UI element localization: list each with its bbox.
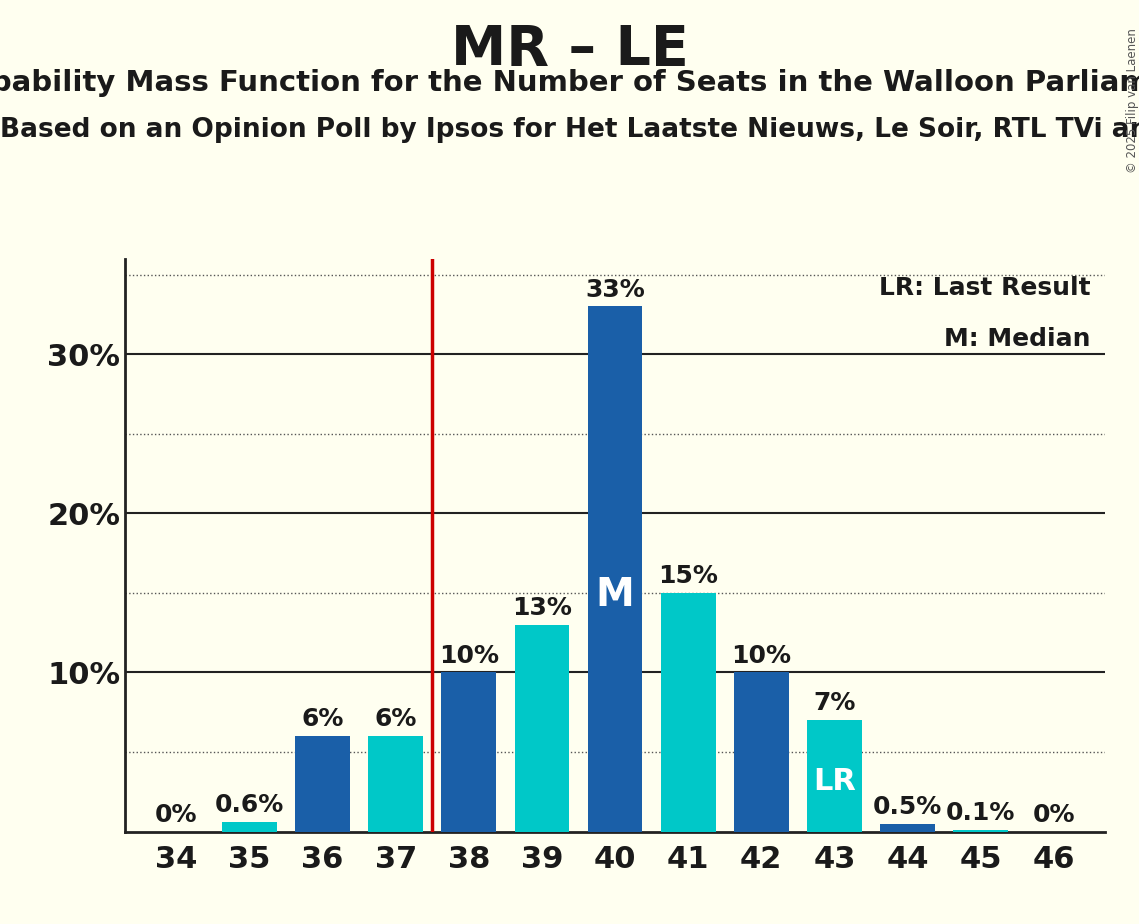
Text: 6%: 6%: [302, 708, 344, 732]
Bar: [222, 822, 277, 832]
Text: LR: Last Result: LR: Last Result: [878, 276, 1090, 300]
Text: © 2025 Filip van Laenen: © 2025 Filip van Laenen: [1126, 28, 1139, 173]
Bar: [442, 673, 497, 832]
Text: 10%: 10%: [439, 644, 499, 668]
Text: M: Median: M: Median: [943, 327, 1090, 351]
Text: 0%: 0%: [1032, 803, 1075, 827]
Bar: [734, 673, 788, 832]
Text: Based on an Opinion Poll by Ipsos for Het Laatste Nieuws, Le Soir, RTL TVi and V: Based on an Opinion Poll by Ipsos for He…: [0, 117, 1139, 143]
Text: 6%: 6%: [375, 708, 417, 732]
Bar: [880, 823, 935, 832]
Bar: [661, 593, 715, 832]
Text: 7%: 7%: [813, 691, 855, 715]
Text: 33%: 33%: [585, 278, 645, 302]
Bar: [588, 307, 642, 832]
Text: 10%: 10%: [731, 644, 792, 668]
Text: M: M: [596, 577, 634, 614]
Bar: [515, 625, 570, 832]
Text: MR – LE: MR – LE: [451, 23, 688, 77]
Text: 0.5%: 0.5%: [872, 795, 942, 819]
Text: 0.6%: 0.6%: [215, 794, 285, 817]
Bar: [806, 720, 862, 832]
Bar: [368, 736, 424, 832]
Text: 0.1%: 0.1%: [945, 801, 1015, 825]
Text: 13%: 13%: [513, 596, 572, 620]
Text: 0%: 0%: [155, 803, 198, 827]
Text: 15%: 15%: [658, 565, 718, 588]
Bar: [953, 830, 1008, 832]
Text: Probability Mass Function for the Number of Seats in the Walloon Parliament: Probability Mass Function for the Number…: [0, 69, 1139, 97]
Text: LR: LR: [813, 767, 855, 796]
Bar: [295, 736, 350, 832]
